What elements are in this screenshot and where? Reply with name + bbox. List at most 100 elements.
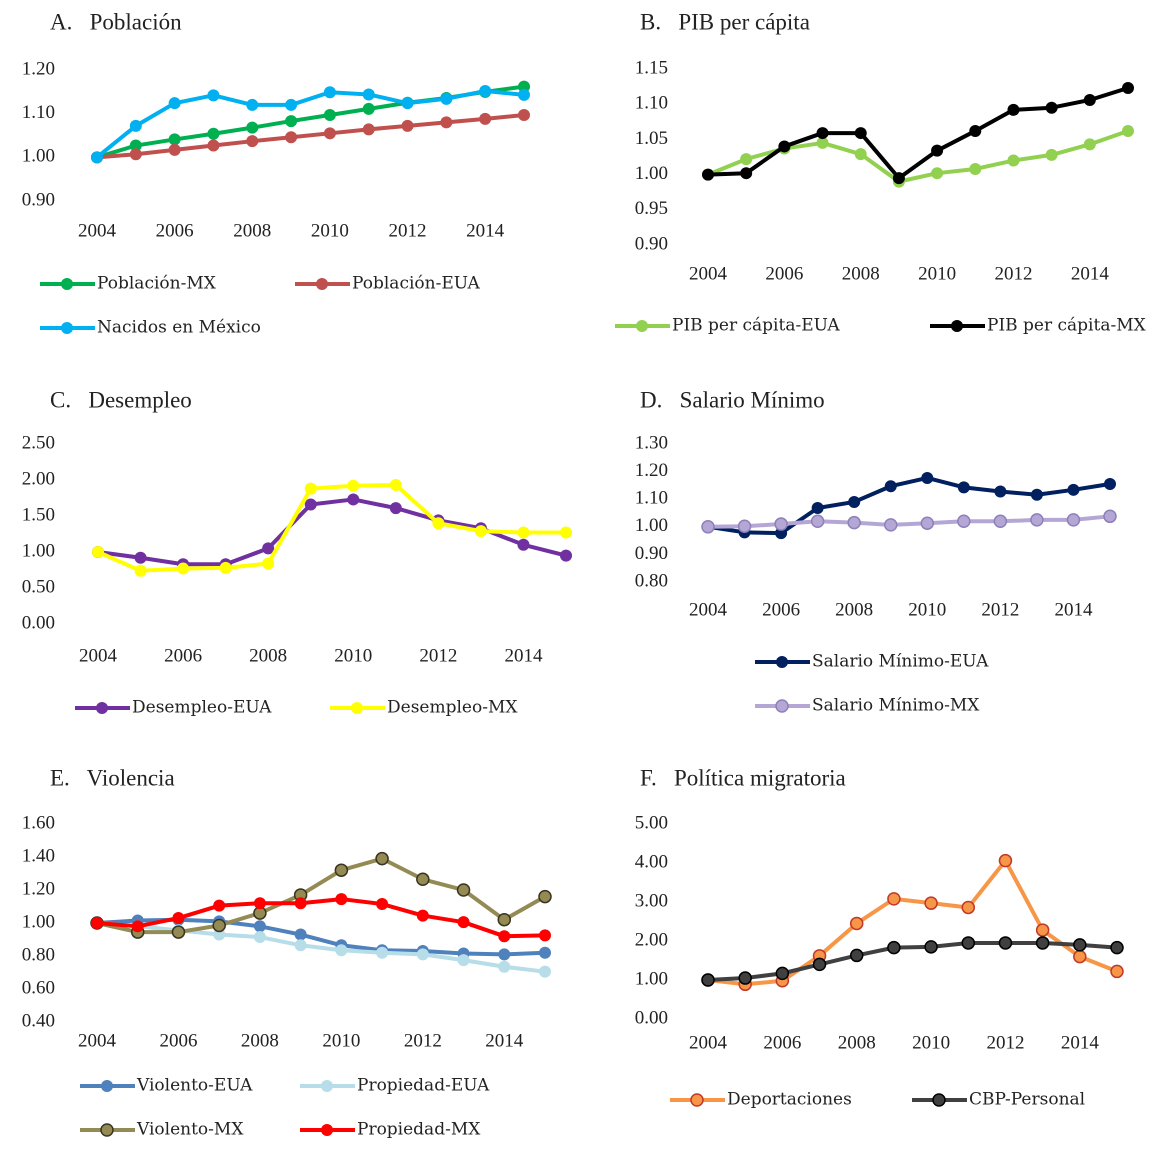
y-tick-label: 1.10 bbox=[22, 102, 55, 123]
data-point bbox=[931, 167, 944, 180]
data-point bbox=[775, 966, 790, 981]
data-point bbox=[1066, 513, 1081, 527]
y-tick-label: 1.15 bbox=[635, 57, 668, 78]
data-point bbox=[517, 526, 530, 539]
data-point bbox=[457, 954, 470, 967]
data-point bbox=[440, 92, 453, 105]
chart-title: A. Población bbox=[50, 9, 182, 34]
data-point bbox=[246, 135, 259, 148]
x-tick-label: 2014 bbox=[485, 1030, 524, 1051]
data-point bbox=[924, 896, 938, 910]
data-point bbox=[1110, 964, 1124, 979]
legend-marker bbox=[951, 320, 963, 332]
data-point bbox=[440, 116, 453, 129]
chart-title: B. PIB per cápita bbox=[640, 9, 810, 34]
data-point bbox=[362, 123, 375, 136]
x-tick-label: 2008 bbox=[835, 599, 873, 620]
series-line bbox=[96, 897, 546, 939]
y-tick-label: 2.00 bbox=[635, 929, 668, 950]
legend-marker bbox=[316, 278, 328, 290]
data-point bbox=[774, 517, 788, 531]
data-point bbox=[246, 98, 259, 111]
data-point bbox=[816, 136, 829, 149]
data-point bbox=[1103, 509, 1117, 524]
y-tick-label: 2.50 bbox=[22, 432, 55, 453]
data-point bbox=[957, 514, 971, 529]
data-point bbox=[1067, 483, 1080, 496]
chart-panel: A. Población 0.90 1.00 1.10 1.20 2004 2006 2008… bbox=[22, 9, 530, 338]
legend-label: Propiedad-MX bbox=[357, 1120, 481, 1140]
legend-marker bbox=[351, 702, 363, 714]
x-tick-label: 2010 bbox=[322, 1030, 360, 1051]
y-tick-label: 5.00 bbox=[635, 812, 668, 833]
data-point bbox=[969, 124, 982, 137]
data-point bbox=[1073, 938, 1087, 952]
y-tick-label: 0.90 bbox=[635, 543, 668, 564]
data-point bbox=[740, 167, 753, 180]
data-point bbox=[539, 946, 551, 959]
y-tick-label: 1.20 bbox=[22, 58, 55, 79]
data-point bbox=[213, 899, 226, 912]
legend-label: Deportaciones bbox=[727, 1090, 852, 1110]
data-point bbox=[253, 920, 266, 933]
data-point bbox=[401, 119, 414, 132]
x-tick-label: 2010 bbox=[908, 599, 946, 620]
data-point bbox=[518, 80, 530, 93]
data-point bbox=[920, 516, 935, 530]
y-tick-label: 0.60 bbox=[22, 977, 55, 998]
data-point bbox=[262, 557, 275, 570]
data-point bbox=[457, 916, 470, 929]
data-point bbox=[538, 889, 552, 904]
data-point bbox=[539, 965, 551, 978]
data-point bbox=[884, 480, 897, 493]
data-point bbox=[957, 481, 970, 494]
y-tick-label: 1.00 bbox=[635, 968, 668, 989]
legend-label: PIB per cápita-EUA bbox=[672, 316, 840, 336]
data-point bbox=[362, 102, 375, 115]
legend-label: Violento-EUA bbox=[136, 1076, 253, 1096]
legend-marker bbox=[100, 1123, 114, 1137]
data-point bbox=[998, 936, 1013, 950]
data-point bbox=[362, 88, 375, 101]
series-line bbox=[707, 858, 1118, 987]
legend-label: Propiedad-EUA bbox=[357, 1076, 490, 1096]
legend-marker bbox=[775, 699, 789, 713]
x-tick-label: 2008 bbox=[838, 1032, 876, 1053]
chart-title: D. Salario Mínimo bbox=[640, 387, 825, 412]
legend-label: Población-EUA bbox=[352, 274, 481, 294]
data-point bbox=[262, 542, 275, 555]
y-tick-label: 1.20 bbox=[635, 460, 668, 481]
y-tick-label: 1.05 bbox=[635, 128, 668, 149]
data-point bbox=[848, 495, 861, 508]
y-tick-label: 0.90 bbox=[635, 233, 668, 254]
data-point bbox=[479, 84, 492, 97]
legend-label: Población-MX bbox=[97, 274, 217, 294]
x-tick-label: 2004 bbox=[689, 599, 728, 620]
x-tick-label: 2010 bbox=[311, 220, 349, 241]
data-point bbox=[1110, 940, 1124, 955]
data-point bbox=[701, 973, 715, 987]
data-point bbox=[456, 883, 471, 897]
series-line bbox=[95, 88, 525, 159]
data-point bbox=[560, 526, 572, 539]
data-point bbox=[969, 162, 982, 175]
y-tick-label: 0.50 bbox=[22, 576, 55, 597]
data-point bbox=[701, 520, 715, 534]
data-point bbox=[219, 561, 232, 574]
legend-marker bbox=[321, 1080, 333, 1092]
x-tick-label: 2012 bbox=[981, 599, 1019, 620]
data-point bbox=[285, 98, 298, 111]
data-point bbox=[498, 948, 511, 961]
legend-marker bbox=[96, 702, 108, 714]
data-point bbox=[961, 900, 976, 915]
data-point bbox=[389, 502, 402, 515]
data-point bbox=[207, 89, 220, 102]
data-point bbox=[294, 897, 307, 910]
legend-label: Desempleo-EUA bbox=[132, 698, 272, 718]
data-point bbox=[134, 551, 147, 564]
data-point bbox=[401, 97, 414, 110]
legend-label: Salario Mínimo-MX bbox=[812, 696, 980, 716]
data-point bbox=[497, 912, 512, 927]
x-tick-label: 2004 bbox=[78, 220, 117, 241]
